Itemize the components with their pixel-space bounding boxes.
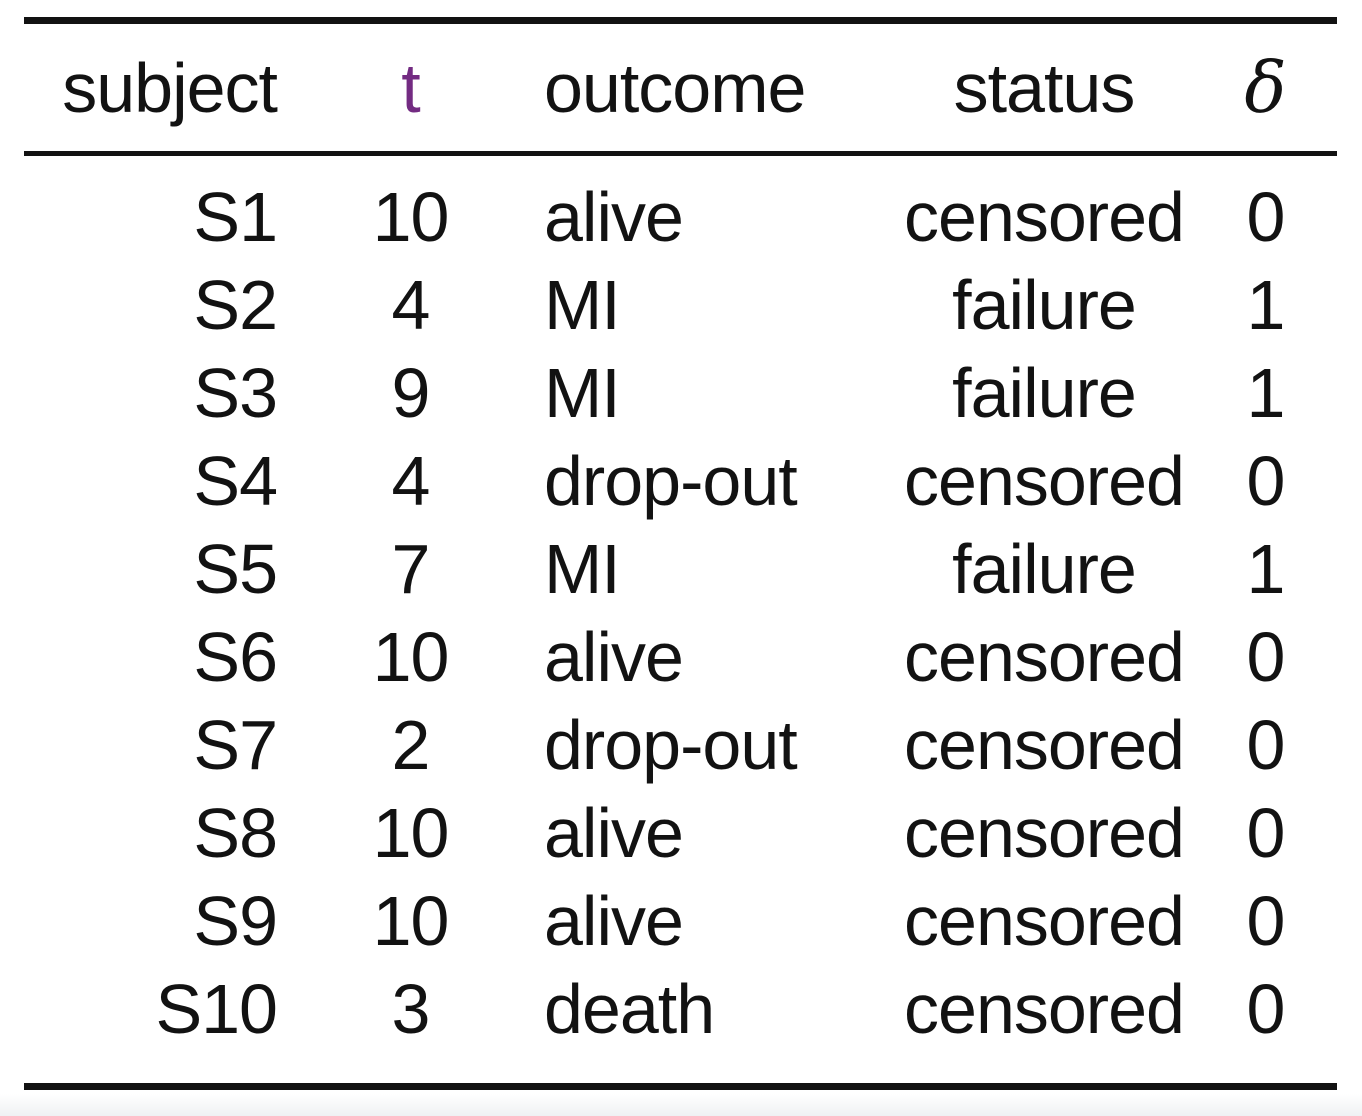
header-outcome: outcome — [544, 20, 894, 156]
data-table: subject t outcome status δ S1 10 alive censored… — [24, 17, 1337, 1090]
table-row: S10 3 death censored 0 — [24, 965, 1337, 1087]
page-bottom-edge-fade — [0, 1094, 1362, 1116]
cell-delta: 0 — [1246, 706, 1286, 784]
cell-t: 10 — [372, 618, 450, 696]
cell-t: 10 — [372, 178, 450, 256]
cell-t: 10 — [372, 794, 450, 872]
cell-status: censored — [904, 882, 1185, 960]
cell-subject: S4 — [193, 442, 278, 520]
cell-subject: S1 — [193, 178, 278, 256]
cell-subject: S9 — [193, 882, 278, 960]
cell-subject: S5 — [193, 530, 278, 608]
table-row: S1 10 alive censored 0 — [24, 154, 1337, 262]
cell-outcome: alive — [544, 794, 684, 872]
cell-delta: 0 — [1246, 970, 1286, 1048]
cell-status: failure — [952, 266, 1137, 344]
cell-t: 9 — [391, 354, 431, 432]
table-row: S3 9 MI failure 1 — [24, 349, 1337, 437]
cell-outcome: MI — [544, 354, 621, 432]
table-row: S4 4 drop-out censored 0 — [24, 437, 1337, 525]
cell-status: censored — [904, 178, 1185, 256]
cell-outcome: alive — [544, 618, 684, 696]
header-t: t — [277, 20, 544, 156]
table-row: S6 10 alive censored 0 — [24, 613, 1337, 701]
cell-t: 2 — [391, 706, 431, 784]
table-header-row: subject t outcome status δ — [24, 20, 1337, 156]
cell-status: failure — [952, 530, 1137, 608]
cell-t: 10 — [372, 882, 450, 960]
cell-outcome: alive — [544, 178, 684, 256]
survival-data-table: subject t outcome status δ S1 10 alive censored… — [24, 17, 1337, 1090]
cell-status: censored — [904, 794, 1185, 872]
cell-subject: S6 — [193, 618, 278, 696]
cell-delta: 0 — [1246, 618, 1286, 696]
table-row: S9 10 alive censored 0 — [24, 877, 1337, 965]
cell-outcome: alive — [544, 882, 684, 960]
cell-delta: 0 — [1246, 442, 1286, 520]
table-header: subject t outcome status δ — [24, 20, 1337, 156]
cell-outcome: drop-out — [544, 706, 798, 784]
cell-delta: 0 — [1246, 794, 1286, 872]
header-subject: subject — [24, 20, 278, 156]
cell-outcome: drop-out — [544, 442, 798, 520]
table-row: S8 10 alive censored 0 — [24, 789, 1337, 877]
cell-outcome: MI — [544, 266, 621, 344]
cell-t: 3 — [391, 970, 431, 1048]
header-status: status — [894, 20, 1194, 156]
table-body: S1 10 alive censored 0 S2 4 MI failure 1 S3 9 MI fail… — [24, 154, 1337, 1087]
cell-delta: 0 — [1246, 178, 1286, 256]
cell-subject: S3 — [193, 354, 278, 432]
cell-subject: S8 — [193, 794, 278, 872]
cell-outcome: MI — [544, 530, 621, 608]
cell-delta: 0 — [1246, 882, 1286, 960]
table-row: S7 2 drop-out censored 0 — [24, 701, 1337, 789]
cell-subject: S2 — [193, 266, 278, 344]
table-row: S2 4 MI failure 1 — [24, 261, 1337, 349]
cell-delta: 1 — [1246, 530, 1286, 608]
cell-subject: S10 — [155, 970, 278, 1048]
cell-subject: S7 — [193, 706, 278, 784]
header-delta: δ — [1194, 20, 1337, 156]
table-row: S5 7 MI failure 1 — [24, 525, 1337, 613]
cell-t: 4 — [391, 266, 431, 344]
cell-delta: 1 — [1246, 266, 1286, 344]
cell-status: censored — [904, 706, 1185, 784]
cell-outcome: death — [544, 970, 715, 1048]
cell-status: censored — [904, 970, 1185, 1048]
cell-t: 4 — [391, 442, 431, 520]
cell-status: censored — [904, 442, 1185, 520]
cell-status: censored — [904, 618, 1185, 696]
cell-status: failure — [952, 354, 1137, 432]
cell-t: 7 — [391, 530, 431, 608]
cell-delta: 1 — [1246, 354, 1286, 432]
